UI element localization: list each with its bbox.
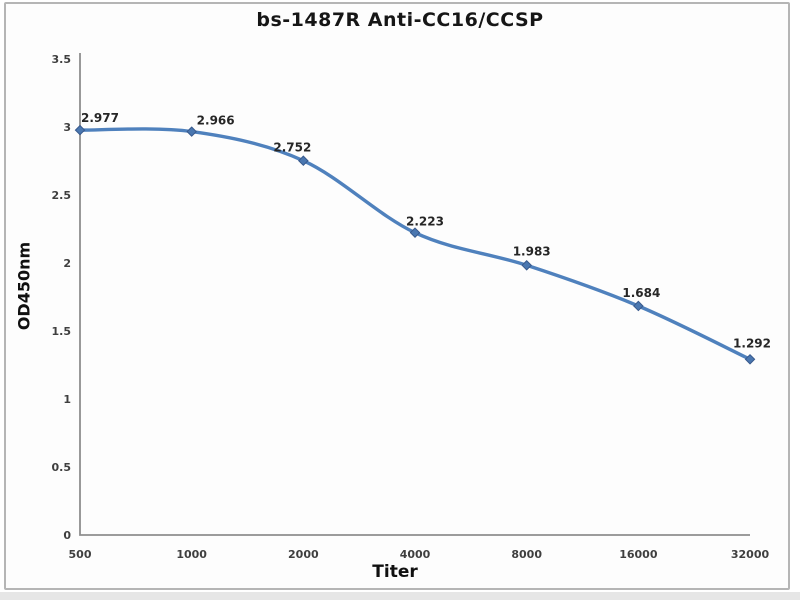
chart-title: bs-1487R Anti-CC16/CCSP [256, 9, 544, 31]
axis-lines [79, 53, 750, 536]
y-tick-label: 0 [63, 529, 71, 542]
y-tick-label: 2.5 [52, 189, 72, 202]
data-point-label: 2.223 [406, 215, 444, 229]
data-point-marker [633, 300, 644, 312]
x-tick-label: 2000 [288, 548, 319, 561]
data-point-label: 1.983 [513, 244, 551, 258]
data-point-label: 2.977 [81, 111, 119, 125]
data-point-marker [409, 227, 421, 238]
bottom-shadow-strip [0, 592, 800, 600]
x-tick-label: 16000 [619, 548, 658, 561]
data-point-marker [298, 155, 309, 167]
x-tick-label: 8000 [511, 548, 542, 561]
data-series-line [78, 127, 752, 361]
y-tick-label: 0.5 [52, 461, 72, 474]
x-tick-label: 4000 [400, 548, 431, 561]
data-point-marker [521, 260, 532, 271]
data-point-label: 1.292 [733, 336, 771, 350]
data-point-label: 2.966 [197, 114, 235, 128]
data-point-label: 2.752 [273, 141, 311, 155]
y-tick-label: 3.5 [52, 53, 72, 66]
x-tick-label: 1000 [176, 548, 207, 561]
y-tick-label: 1 [63, 393, 71, 406]
data-point-label: 1.684 [622, 286, 660, 300]
y-tick-label: 1.5 [52, 325, 72, 338]
x-axis-title: Titer [372, 562, 418, 582]
x-tick-label: 500 [69, 548, 92, 561]
data-point-marker [186, 126, 197, 137]
y-tick-label: 2 [63, 257, 71, 270]
x-tick-label: 32000 [731, 548, 770, 561]
y-tick-label: 3 [63, 121, 71, 134]
figure-border [4, 2, 790, 590]
data-point-marker [744, 353, 756, 365]
data-point-marker [74, 124, 86, 136]
